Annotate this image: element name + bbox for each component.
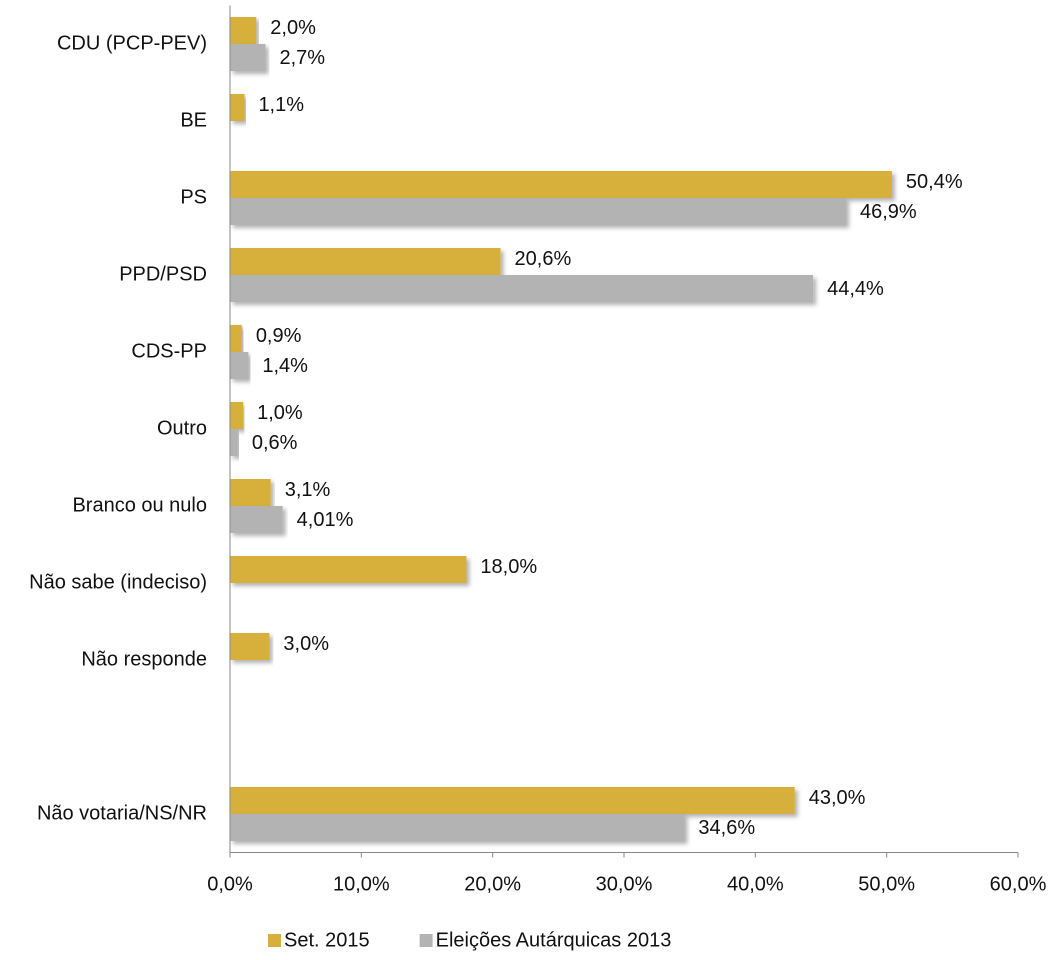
y-tick-label: Branco ou nulo	[72, 494, 207, 516]
data-label: 0,6%	[252, 432, 298, 454]
bar	[230, 506, 283, 533]
y-tick-label: CDS-PP	[131, 340, 207, 362]
x-tick-label: 60,0%	[990, 873, 1047, 895]
y-tick-label: PS	[180, 186, 207, 208]
bar	[230, 325, 242, 352]
bar	[230, 556, 467, 583]
data-label: 3,1%	[285, 479, 331, 501]
bar	[230, 402, 244, 429]
bar	[230, 814, 685, 841]
data-label: 46,9%	[860, 201, 917, 223]
data-label: 44,4%	[827, 278, 884, 300]
x-tick-label: 50,0%	[858, 873, 915, 895]
bar	[230, 787, 795, 814]
data-label: 50,4%	[906, 171, 963, 193]
legend-label: Set. 2015	[284, 929, 370, 951]
data-label: 2,7%	[279, 47, 325, 69]
data-label: 4,01%	[297, 509, 354, 531]
bar	[230, 633, 270, 660]
bar	[230, 44, 266, 71]
x-tick-label: 0,0%	[207, 873, 253, 895]
x-tick-label: 10,0%	[333, 873, 390, 895]
x-tick-label: 40,0%	[727, 873, 784, 895]
bar	[230, 479, 271, 506]
data-label: 43,0%	[809, 787, 866, 809]
bar	[230, 275, 814, 302]
y-tick-label: BE	[180, 109, 207, 131]
data-label: 1,1%	[258, 94, 304, 116]
data-label: 1,4%	[262, 355, 308, 377]
y-tick-label: Outro	[157, 417, 207, 439]
data-label: 2,0%	[270, 17, 316, 39]
bar	[230, 429, 238, 456]
data-label: 34,6%	[698, 817, 755, 839]
bar	[230, 352, 249, 379]
bar	[230, 171, 892, 198]
x-tick-label: 20,0%	[464, 873, 521, 895]
legend-swatch	[268, 934, 281, 947]
y-tick-label: PPD/PSD	[119, 263, 207, 285]
legend-label: Eleições Autárquicas 2013	[436, 929, 672, 951]
data-label: 0,9%	[256, 325, 302, 347]
bar	[230, 248, 501, 275]
x-tick-label: 30,0%	[596, 873, 653, 895]
y-tick-label: Não sabe (indeciso)	[29, 571, 207, 593]
bar	[230, 198, 846, 225]
y-tick-label: Não votaria/NS/NR	[37, 802, 207, 824]
data-label: 1,0%	[257, 402, 303, 424]
y-tick-label: CDU (PCP-PEV)	[57, 32, 207, 54]
bar	[230, 17, 257, 44]
legend-swatch	[419, 934, 433, 947]
bar	[230, 94, 245, 121]
data-label: 3,0%	[283, 633, 329, 655]
data-label: 20,6%	[515, 248, 572, 270]
y-tick-label: Não responde	[81, 648, 207, 670]
data-label: 18,0%	[480, 556, 537, 578]
